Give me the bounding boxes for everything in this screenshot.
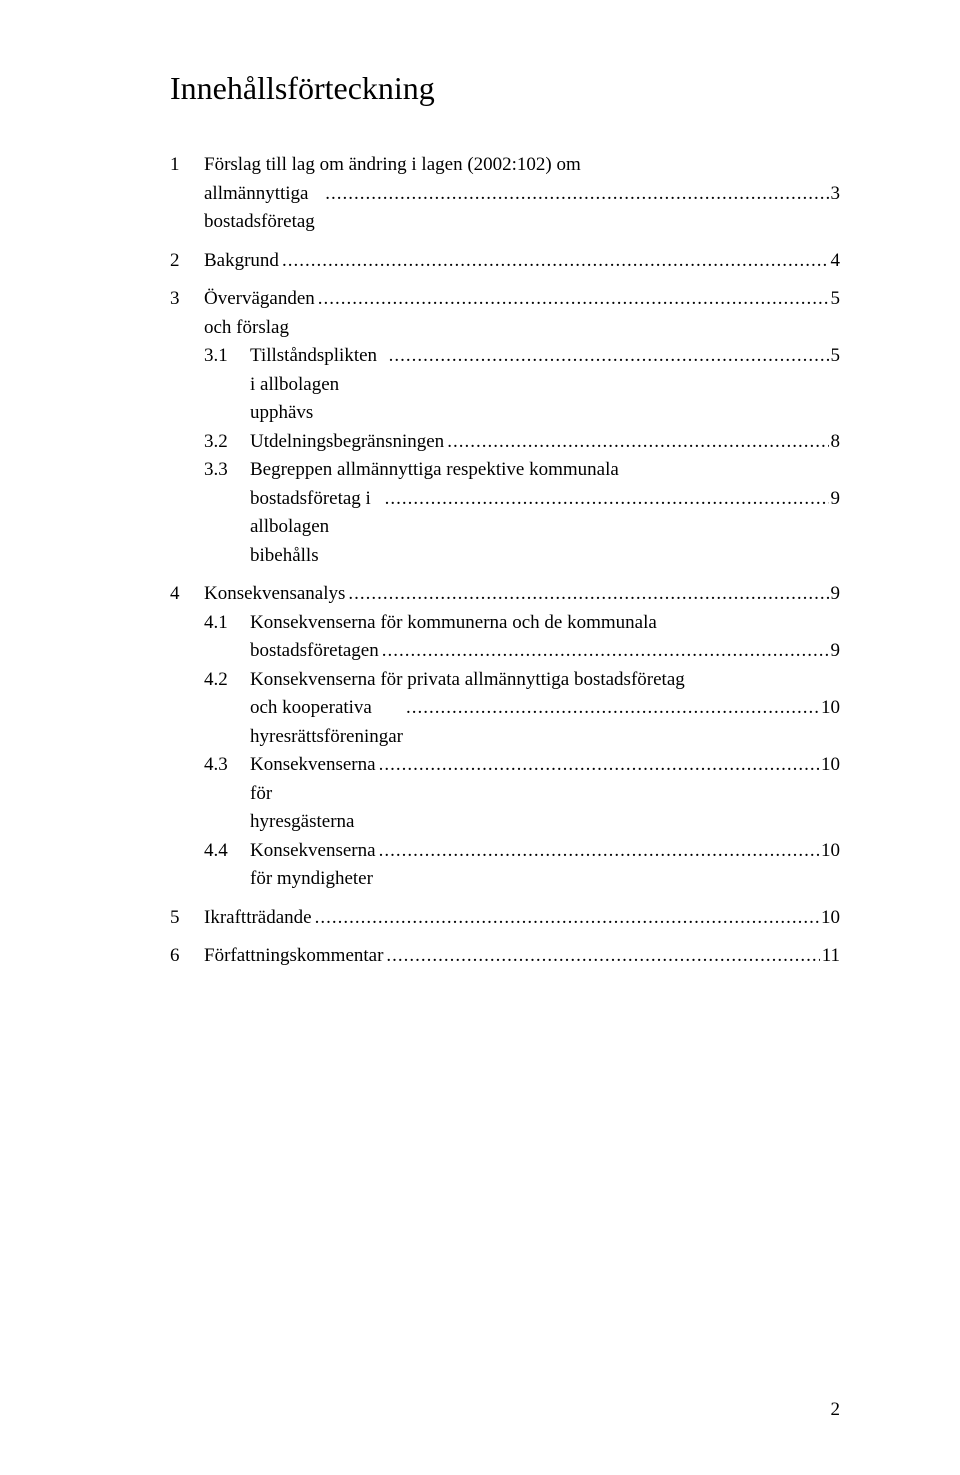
toc-leader: ........................................…: [382, 485, 829, 514]
toc-entry-number: 2: [170, 247, 204, 276]
toc-leader: ........................................…: [403, 694, 819, 723]
toc-entry-page: 5: [829, 342, 841, 371]
toc-sub-entry: 3.1Tillståndsplikten i allbolagen upphäv…: [170, 342, 840, 428]
toc-leader: ........................................…: [379, 637, 829, 666]
toc-entry-number: 5: [170, 904, 204, 933]
toc-entry: 6Författningskommentar..................…: [170, 942, 840, 971]
toc-entry-number: 4.2: [204, 666, 250, 695]
toc-entry-number: 3: [170, 285, 204, 314]
toc-entry-page: 9: [829, 485, 841, 514]
toc-entry-number: 4: [170, 580, 204, 609]
toc-entry-label: Ikraftträdande: [204, 904, 312, 933]
toc-entry-number: 4.3: [204, 751, 250, 780]
toc-entry-label: Förslag till lag om ändring i lagen (200…: [204, 151, 581, 180]
toc-entry-number: 3.2: [204, 428, 250, 457]
toc-entry: allmännyttiga bostadsföretag............…: [170, 180, 840, 237]
toc-entry-number: 3.1: [204, 342, 250, 371]
toc-entry-page: 9: [829, 580, 841, 609]
toc-sub-entry: 3.3Begreppen allmännyttiga respektive ko…: [170, 456, 840, 485]
toc-leader: ........................................…: [386, 342, 829, 371]
toc-sub-entry: och kooperativa hyresrättsföreningar....…: [170, 694, 840, 751]
toc-entry-page: 5: [829, 285, 841, 314]
toc-entry-page: 9: [829, 637, 841, 666]
toc-entry-number: 3.3: [204, 456, 250, 485]
toc-entry-label: Konsekvenserna för kommunerna och de kom…: [250, 609, 657, 638]
toc-leader: ........................................…: [279, 247, 829, 276]
toc-leader: ........................................…: [345, 580, 828, 609]
page-number: 2: [831, 1399, 841, 1421]
toc-entry-label: Tillståndsplikten i allbolagen upphävs: [250, 342, 386, 428]
toc-entry-label: Bakgrund: [204, 247, 279, 276]
toc-entry: 5Ikraftträdande.........................…: [170, 904, 840, 933]
toc-sub-entry: 4.4Konsekvenserna för myndigheter.......…: [170, 837, 840, 894]
toc-entry: 1Förslag till lag om ändring i lagen (20…: [170, 151, 840, 180]
toc-entry-number: 1: [170, 151, 204, 180]
toc-sub-entry: bostadsföretagen........................…: [170, 637, 840, 666]
toc-entry-label: Konsekvenserna för myndigheter: [250, 837, 376, 894]
toc-leader: ........................................…: [322, 180, 828, 209]
toc-entry-label: bostadsföretag i allbolagen bibehålls: [250, 485, 382, 571]
table-of-contents: 1Förslag till lag om ändring i lagen (20…: [170, 151, 840, 971]
toc-entry-label: Konsekvenserna för privata allmännyttiga…: [250, 666, 685, 695]
toc-entry: 3Överväganden och förslag...............…: [170, 285, 840, 342]
toc-entry-page: 10: [819, 694, 840, 723]
toc-leader: ........................................…: [315, 285, 829, 314]
toc-sub-entry: 4.2Konsekvenserna för privata allmännytt…: [170, 666, 840, 695]
toc-entry-number: 6: [170, 942, 204, 971]
toc-entry-label: Konsekvenserna för hyresgästerna: [250, 751, 376, 837]
toc-entry-label: allmännyttiga bostadsföretag: [204, 180, 322, 237]
toc-entry-page: 3: [829, 180, 841, 209]
toc-sub-entry: bostadsföretag i allbolagen bibehålls...…: [170, 485, 840, 571]
toc-entry-label: Utdelningsbegränsningen: [250, 428, 444, 457]
toc-leader: ........................................…: [444, 428, 828, 457]
toc-entry-number: 4.1: [204, 609, 250, 638]
toc-entry-label: Författningskommentar: [204, 942, 383, 971]
toc-entry-label: Begreppen allmännyttiga respektive kommu…: [250, 456, 619, 485]
toc-entry-number: 4.4: [204, 837, 250, 866]
toc-entry-label: Överväganden och förslag: [204, 285, 315, 342]
toc-entry-label: bostadsföretagen: [250, 637, 379, 666]
toc-sub-entry: 4.1Konsekvenserna för kommunerna och de …: [170, 609, 840, 638]
toc-leader: ........................................…: [312, 904, 819, 933]
toc-leader: ........................................…: [383, 942, 819, 971]
toc-entry-page: 4: [829, 247, 841, 276]
toc-entry-page: 8: [829, 428, 841, 457]
toc-entry-label: Konsekvensanalys: [204, 580, 345, 609]
toc-entry: 4Konsekvensanalys.......................…: [170, 580, 840, 609]
toc-sub-entry: 3.2Utdelningsbegränsningen..............…: [170, 428, 840, 457]
toc-entry-page: 10: [819, 751, 840, 780]
page-title: Innehållsförteckning: [170, 70, 840, 107]
toc-entry: 2Bakgrund...............................…: [170, 247, 840, 276]
toc-entry-label: och kooperativa hyresrättsföreningar: [250, 694, 403, 751]
toc-entry-page: 10: [819, 837, 840, 866]
toc-entry-page: 11: [820, 942, 840, 971]
toc-sub-entry: 4.3Konsekvenserna för hyresgästerna.....…: [170, 751, 840, 837]
toc-leader: ........................................…: [376, 837, 819, 866]
toc-entry-page: 10: [819, 904, 840, 933]
toc-leader: ........................................…: [376, 751, 819, 780]
